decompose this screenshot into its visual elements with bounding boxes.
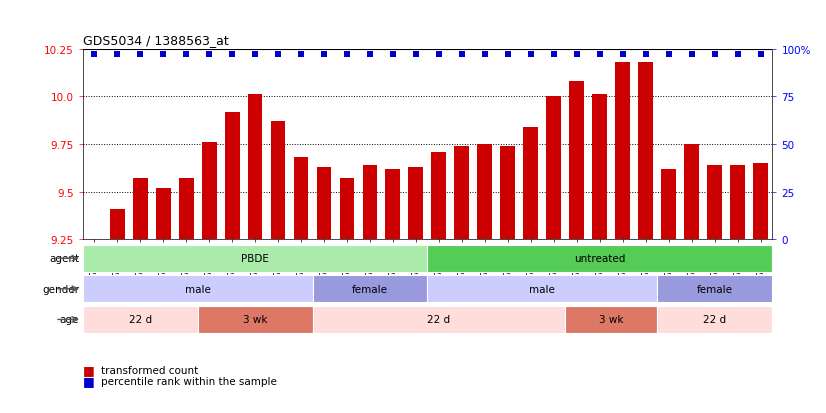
Bar [133, 179, 148, 240]
Bar [428, 245, 772, 272]
Bar [707, 166, 722, 240]
Bar [615, 63, 630, 240]
Bar [110, 209, 125, 240]
Bar [178, 179, 193, 240]
Bar [316, 167, 331, 240]
Bar [83, 245, 428, 272]
Bar [83, 306, 197, 333]
Bar [312, 306, 566, 333]
Bar [293, 158, 308, 240]
Bar [197, 306, 312, 333]
Text: female: female [697, 284, 733, 294]
Text: male: male [529, 284, 555, 294]
Bar [662, 169, 676, 240]
Bar [569, 82, 584, 240]
Bar [202, 142, 216, 240]
Bar [501, 147, 515, 240]
Bar [409, 167, 424, 240]
Bar [271, 122, 286, 240]
Text: female: female [352, 284, 388, 294]
Text: agent: agent [49, 254, 79, 263]
Text: ■: ■ [83, 374, 94, 387]
Bar [547, 97, 562, 240]
Bar [454, 147, 469, 240]
Text: percentile rank within the sample: percentile rank within the sample [101, 376, 277, 386]
Bar [592, 95, 607, 240]
Bar [83, 276, 312, 302]
Bar [657, 276, 772, 302]
Text: male: male [185, 284, 211, 294]
Bar [657, 306, 772, 333]
Text: ■: ■ [83, 363, 94, 376]
Bar [685, 145, 700, 240]
Bar [363, 166, 377, 240]
Bar [248, 95, 263, 240]
Bar [524, 128, 539, 240]
Bar [431, 152, 446, 240]
Text: age: age [59, 315, 79, 325]
Text: 22 d: 22 d [129, 315, 152, 325]
Text: 22 d: 22 d [427, 315, 450, 325]
Text: untreated: untreated [574, 254, 625, 263]
Bar [428, 276, 657, 302]
Text: gender: gender [42, 284, 79, 294]
Bar [225, 112, 240, 240]
Text: transformed count: transformed count [101, 365, 198, 375]
Bar [638, 63, 653, 240]
Bar [477, 145, 492, 240]
Bar [155, 188, 170, 240]
Bar [753, 164, 768, 240]
Text: 3 wk: 3 wk [243, 315, 268, 325]
Bar [730, 166, 745, 240]
Text: 3 wk: 3 wk [599, 315, 624, 325]
Bar [386, 169, 401, 240]
Bar [566, 306, 657, 333]
Text: 22 d: 22 d [703, 315, 726, 325]
Text: GDS5034 / 1388563_at: GDS5034 / 1388563_at [83, 34, 228, 47]
Bar [339, 179, 354, 240]
Text: PBDE: PBDE [241, 254, 269, 263]
Bar [312, 276, 428, 302]
